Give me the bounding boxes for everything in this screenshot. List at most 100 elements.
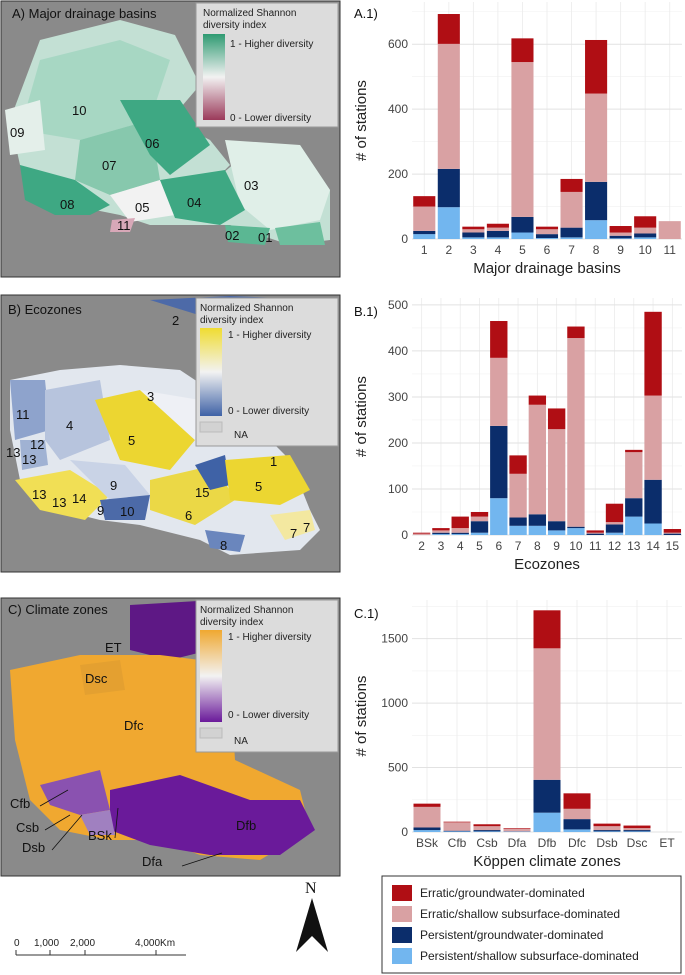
map-panel-a: 10 09 07 06 03 08 05 04 11 02 01 A) Major drainage…: [0, 0, 341, 278]
map-c-legend-low: 0 - Lower diversity: [228, 710, 309, 721]
map-a-label-4: 03: [244, 178, 258, 193]
x-tick-label: 8: [534, 539, 541, 553]
map-b-label-10: 1: [270, 454, 277, 469]
y-tick-label: 0: [401, 825, 408, 839]
x-tick-label: Dfa: [508, 836, 527, 850]
x-tick-label: Dfc: [568, 836, 586, 850]
x-tick-label: 9: [617, 243, 624, 257]
map-a-region-08: [20, 165, 110, 215]
bar-segment-3: [462, 226, 485, 230]
bar-segment-6: [490, 425, 508, 499]
map-c-leader-1: [44, 814, 71, 831]
bar-segment-4: [451, 534, 469, 535]
bar-segment-4: [451, 516, 469, 529]
map-b-label-4: 3: [147, 389, 154, 404]
x-tick-label: 12: [608, 539, 622, 553]
map-b-label-0: 2: [172, 313, 179, 328]
map-c-label-7: Dfb: [236, 818, 256, 833]
map-a-region-11: [110, 218, 135, 232]
x-tick-label: BSk: [416, 836, 439, 850]
x-tick-label: 7: [568, 243, 575, 257]
bar-segment-Dfc: [563, 829, 591, 832]
map-b-label-6: 12: [30, 437, 44, 452]
map-b-label-3: 4: [66, 418, 73, 433]
map-b-label-13: 13: [32, 487, 46, 502]
y-tick-label: 200: [388, 436, 408, 450]
bar-segment-12: [605, 503, 624, 523]
x-tick-label: 11: [663, 243, 676, 257]
category-legend-box: [381, 875, 682, 974]
map-c-label-5: Dsb: [22, 840, 45, 855]
bar-segment-Cfb: [443, 821, 471, 823]
bar-segment-BSk: [413, 830, 441, 832]
chart-b: 0 100 200 300 400 500 2 3 4 5 6 7 8 9 10 11 12 13 14 15 Ecoz…: [353, 298, 682, 573]
map-a-label-1: 09: [10, 125, 24, 140]
bar-segment-2: [437, 168, 460, 208]
bar-segment-Csb: [473, 830, 501, 832]
map-c-legend-title-line1: Normalized Shannon: [200, 605, 293, 616]
bar-segment-2: [437, 14, 460, 44]
y-tick-label: 0: [401, 232, 408, 246]
panel-tag: B.1): [354, 304, 378, 319]
bar-segment-Dfb: [533, 779, 561, 813]
map-b-label-17: 10: [120, 504, 134, 519]
map-panel-c: ET Dsc Dfc Cfb Csb Dsb BSk Dfb Dfa C) Climate zo…: [0, 597, 341, 877]
bar-segment-10: [567, 326, 585, 339]
bar-segment-14: [644, 523, 662, 535]
bar-segment-10: [634, 216, 657, 228]
map-a-region-04: [160, 170, 245, 225]
y-tick-label: 0: [401, 528, 408, 542]
bar-segment-5: [511, 216, 534, 233]
map-a-label-5: 08: [60, 197, 74, 212]
legend-swatch-0: [392, 885, 412, 901]
bar-segment-Dsc: [623, 828, 651, 831]
bar-segment-1: [413, 196, 436, 207]
map-a-legend-title-line2: diversity index: [203, 20, 266, 31]
x-tick-label: 2: [418, 539, 425, 553]
y-tick-label: 400: [388, 344, 408, 358]
bar-segment-11: [586, 533, 604, 535]
north-arrow-icon: N: [296, 880, 328, 952]
bar-segment-Dfb: [533, 648, 561, 780]
map-b-region-8: [205, 530, 245, 552]
bar-segment-10: [634, 237, 657, 239]
map-b-region-12: [20, 440, 48, 470]
scale-bar: 0 1,000 2,000 4,000Km: [14, 938, 186, 956]
map-b-region-11: [10, 380, 50, 440]
map-b-legend-low: 0 - Lower diversity: [228, 406, 309, 417]
bar-segment-8: [528, 514, 547, 526]
map-a-label-3: 06: [145, 136, 159, 151]
bar-segment-Dfb: [533, 812, 561, 832]
bar-segment-3: [462, 237, 485, 239]
map-b-label-12: 15: [195, 485, 209, 500]
bar-segment-Dfc: [563, 808, 591, 820]
map-c-label-3: Cfb: [10, 796, 30, 811]
bar-segment-6: [535, 234, 559, 239]
bar-segment-8: [585, 39, 608, 94]
scale-tick-4000: 4,000Km: [135, 938, 175, 949]
bar-segment-7: [509, 473, 527, 518]
scale-tick-2000: 2,000: [70, 938, 95, 949]
bar-segment-7: [509, 525, 527, 535]
bar-segment-15: [663, 529, 682, 533]
bar-segment-10: [634, 233, 657, 238]
map-c-leader-2: [51, 814, 83, 851]
x-tick-label: 9: [553, 539, 560, 553]
bar-segment-5: [470, 532, 489, 535]
bar-segment-8: [585, 220, 608, 239]
map-c-leader-3: [114, 807, 119, 839]
bar-segment-6: [490, 357, 508, 426]
bar-segment-Dsb: [593, 831, 621, 832]
bar-segment-13: [625, 516, 643, 535]
y-tick-label: 400: [388, 102, 408, 116]
x-tick-label: 3: [470, 243, 477, 257]
x-tick-label: 5: [476, 539, 483, 553]
x-tick-label: 7: [515, 539, 522, 553]
map-c-labels: ET Dsc Dfc Cfb Csb Dsb BSk Dfb Dfa: [10, 640, 256, 869]
bar-segment-8: [585, 93, 608, 182]
map-a-label-2: 07: [102, 158, 116, 173]
bar-segment-9: [547, 429, 566, 522]
x-tick-label: Dsc: [627, 836, 648, 850]
bar-segment-7: [560, 191, 583, 228]
